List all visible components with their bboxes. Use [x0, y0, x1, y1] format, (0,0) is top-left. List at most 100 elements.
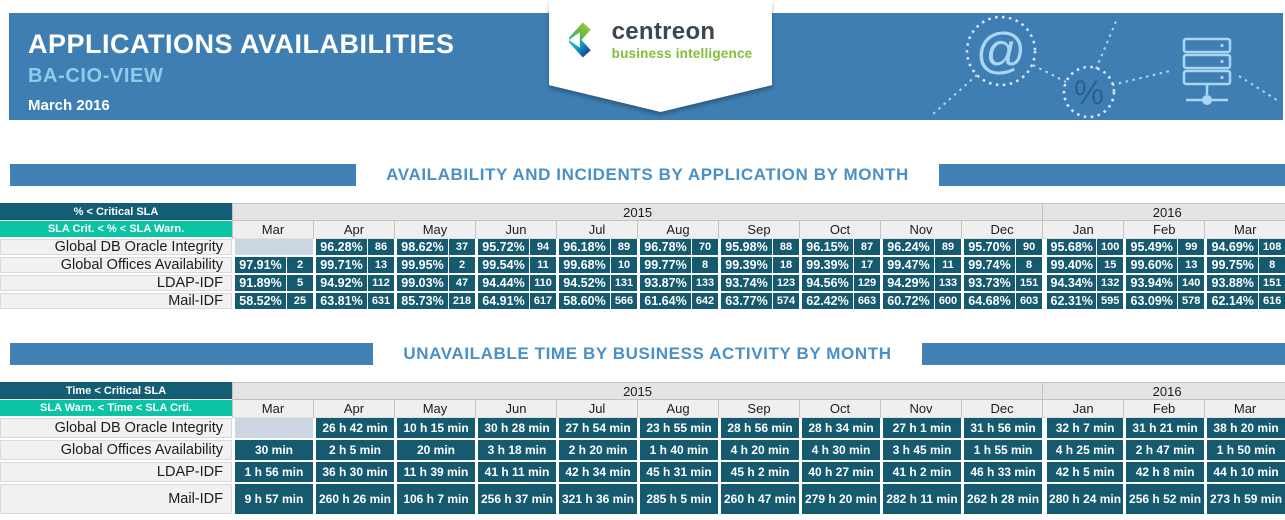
table-row: Global DB Oracle Integrity 96.28% 86 98.6…: [0, 239, 1285, 257]
table-row: Global Offices Availability 97.91% 2 99.7…: [0, 257, 1285, 275]
incident-count-cell: 600: [934, 293, 961, 311]
incident-count-cell: 566: [610, 293, 637, 311]
report-period: March 2016: [28, 97, 110, 115]
month-header: Feb: [1123, 221, 1205, 239]
availability-pct-cell: 99.03%: [394, 275, 448, 293]
svg-text:%: %: [1074, 74, 1104, 112]
availability-pct-cell: 93.87%: [637, 275, 691, 293]
table-row: Mail-IDF 9 h 57 min 260 h 26 min 106 h 7…: [0, 484, 1285, 516]
unavailable-time-cell: 42 h 8 min: [1123, 462, 1205, 484]
month-header: Sep: [718, 221, 799, 239]
incident-count-cell: 8: [1258, 257, 1285, 275]
month-header: Nov: [880, 400, 961, 418]
unavailable-time-cell: 256 h 52 min: [1123, 484, 1205, 516]
unavailable-time-cell: 46 h 33 min: [961, 462, 1043, 484]
incident-count-cell: 131: [610, 275, 637, 293]
availability-pct-cell: 91.89%: [232, 275, 286, 293]
unavailable-time-cell: 40 h 27 min: [799, 462, 880, 484]
availability-pct-cell: 99.68%: [556, 257, 610, 275]
unavailable-time-cell: 44 h 10 min: [1204, 462, 1285, 484]
month-header: Mar: [232, 221, 313, 239]
unavailable-time-cell: 260 h 47 min: [718, 484, 799, 516]
table-row: LDAP-IDF 91.89% 5 94.92% 112 99.03% 47 94.4…: [0, 275, 1285, 293]
header-decoration: @ %: [932, 15, 1281, 119]
incident-count-cell: 129: [853, 275, 880, 293]
incident-count-cell: 89: [934, 239, 961, 257]
month-header: Jul: [556, 221, 637, 239]
section-bar-left: [10, 343, 374, 365]
unavailable-time-cell: 106 h 7 min: [394, 484, 475, 516]
report-subtitle: BA-CIO-VIEW: [28, 65, 164, 88]
unavailable-time-cell: 282 h 11 min: [880, 484, 961, 516]
incident-count-cell: 13: [1177, 257, 1205, 275]
logo-brand: centreon: [611, 17, 716, 45]
incident-count-cell: 2: [286, 257, 313, 275]
unavailable-time-cell: 4 h 20 min: [718, 440, 799, 462]
unavailable-time-cell: 30 min: [232, 440, 313, 462]
availability-pct-cell: 94.56%: [799, 275, 853, 293]
table-row: LDAP-IDF 1 h 56 min 36 h 30 min 11 h 39 …: [0, 462, 1285, 484]
availability-pct-cell: 60.72%: [880, 293, 934, 311]
availability-pct-cell: 98.62%: [394, 239, 448, 257]
availability-pct-cell: 62.42%: [799, 293, 853, 311]
month-header: Sep: [718, 400, 799, 418]
unavailable-time-cell: 10 h 15 min: [394, 418, 475, 440]
unavailable-time-cell: 27 h 54 min: [556, 418, 637, 440]
unavailable-time-cell: 321 h 36 min: [556, 484, 637, 516]
incident-count-cell: 133: [691, 275, 718, 293]
availability-pct-cell: 62.14%: [1204, 293, 1259, 311]
availability-pct-cell: 94.44%: [475, 275, 529, 293]
logo-banner-shape: centreon business intelligence: [549, 0, 772, 112]
incident-count-cell: 47: [448, 275, 475, 293]
section-title-text: AVAILABILITY AND INCIDENTS BY APPLICATIO…: [386, 165, 909, 184]
availability-pct-cell: 96.15%: [799, 239, 853, 257]
availability-pct-cell: 99.77%: [637, 257, 691, 275]
unavailable-time-cell: 273 h 59 min: [1204, 484, 1285, 516]
incident-count-cell: 100: [1096, 239, 1124, 257]
percent-icon: %: [1062, 65, 1116, 119]
section-bar-right: [921, 343, 1285, 365]
year-header-2016: 2016: [1042, 203, 1285, 221]
incident-count-cell: 89: [610, 239, 637, 257]
unavailable-time-cell: 3 h 18 min: [475, 440, 556, 462]
unavailable-time-cell: 2 h 5 min: [313, 440, 394, 462]
availability-pct-cell: 99.95%: [394, 257, 448, 275]
section-title-text: UNAVAILABLE TIME BY BUSINESS ACTIVITY BY…: [403, 344, 892, 363]
unavailable-time-cell: 20 min: [394, 440, 475, 462]
unavailable-time-cell: 31 h 21 min: [1123, 418, 1205, 440]
availability-pct-cell: 96.18%: [556, 239, 610, 257]
month-header: Aug: [637, 400, 718, 418]
unavailable-time-cell: 45 h 2 min: [718, 462, 799, 484]
unavailable-time-cell: 3 h 45 min: [880, 440, 961, 462]
incident-count-cell: 123: [772, 275, 799, 293]
unavailable-time-cell: 2 h 20 min: [556, 440, 637, 462]
row-label: Global Offices Availability: [0, 440, 232, 462]
row-label: LDAP-IDF: [0, 275, 232, 293]
unavailable-time-cell: 262 h 28 min: [961, 484, 1043, 516]
incident-count-cell: 99: [1177, 239, 1205, 257]
month-header: Mar: [232, 400, 313, 418]
incident-count-cell: 86: [367, 239, 394, 257]
month-header: Apr: [313, 400, 394, 418]
incident-count-cell: 595: [1096, 293, 1124, 311]
availability-pct-cell: 95.49%: [1123, 239, 1178, 257]
availability-pct-cell: 93.74%: [718, 275, 772, 293]
incident-count-cell: 11: [529, 257, 556, 275]
year-header-2016: 2016: [1042, 382, 1285, 400]
availability-pct-cell: 58.52%: [232, 293, 286, 311]
month-header: Jul: [556, 400, 637, 418]
unavailable-time-cell: 28 h 56 min: [718, 418, 799, 440]
incident-count-cell: 603: [1015, 293, 1043, 311]
unavailable-time-cell: 41 h 2 min: [880, 462, 961, 484]
month-header: Dec: [961, 221, 1043, 239]
month-header: Oct: [799, 400, 880, 418]
incident-count-cell: 642: [691, 293, 718, 311]
incident-count-cell: 88: [772, 239, 799, 257]
availability-pct-cell: 64.68%: [961, 293, 1015, 311]
incident-count-cell: 140: [1177, 275, 1205, 293]
availability-pct-cell: 96.24%: [880, 239, 934, 257]
section-bar-right: [938, 164, 1285, 186]
month-header: Jun: [475, 221, 556, 239]
incident-count-cell: 8: [691, 257, 718, 275]
legend-sla-warning: SLA Warn. < Time < SLA Crti.: [0, 400, 232, 418]
